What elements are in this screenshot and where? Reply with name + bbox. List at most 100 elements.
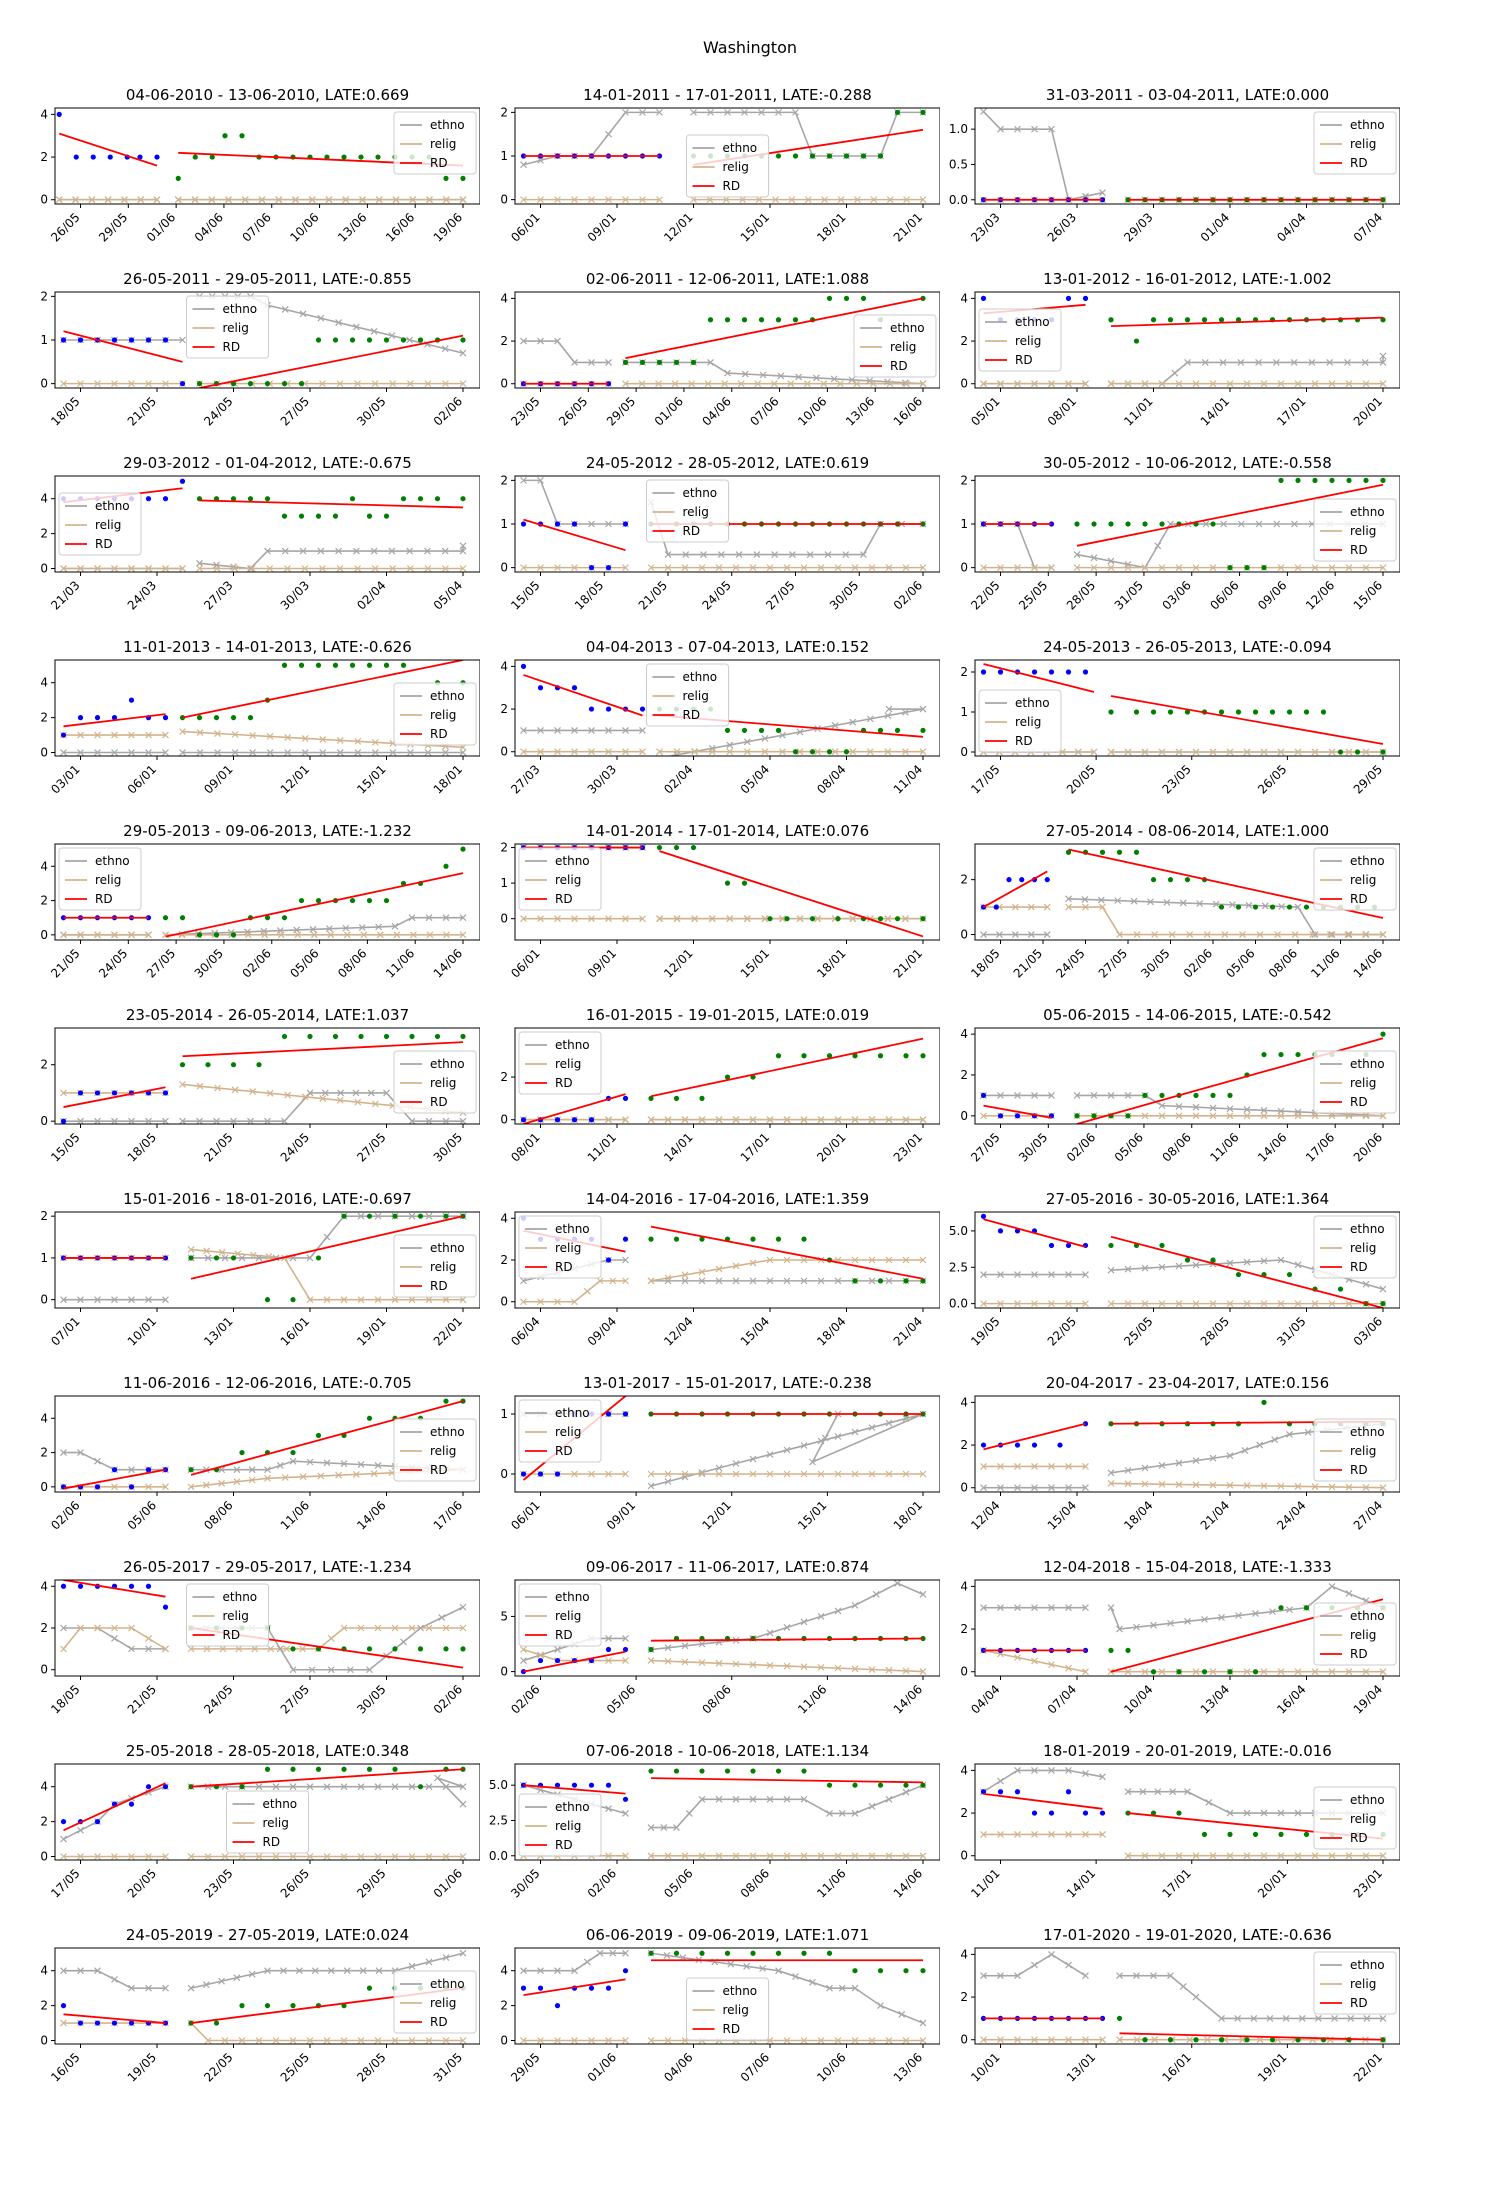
post-point [341, 1213, 347, 1219]
x-tick-label: 11/06 [278, 1498, 312, 1532]
relig-marker [866, 748, 874, 756]
ethno-marker [128, 1466, 135, 1474]
y-tick-label: 4 [960, 1027, 968, 1041]
relig-marker [442, 565, 449, 572]
post-point [1295, 1051, 1301, 1058]
ethno-marker [766, 1795, 774, 1803]
relig-marker [1345, 1300, 1353, 1308]
ethno-marker [1201, 358, 1209, 366]
relig-marker [783, 1256, 791, 1264]
rd-line [182, 1041, 464, 1058]
x-tick-label: 21/01 [891, 210, 925, 244]
relig-marker [537, 564, 544, 572]
y-tick-label: 0 [500, 377, 508, 391]
ethno-marker [1124, 1788, 1132, 1796]
legend-label-ethno: ethno [430, 1241, 465, 1255]
relig-marker [1277, 748, 1285, 756]
post-point [1133, 709, 1140, 715]
subplot-title: 30-05-2012 - 10-06-2012, LATE:-0.558 [1043, 454, 1332, 472]
relig-marker [902, 1116, 910, 1124]
x-tick-label: 29/05 [96, 210, 130, 244]
rd-line [63, 1782, 166, 1832]
subplot: 14-04-2016 - 17-04-2016, LATE:1.35902406… [500, 1190, 940, 1349]
post-point [1337, 1286, 1344, 1292]
relig-marker [1209, 1112, 1217, 1120]
relig-marker [1209, 1481, 1217, 1489]
post-point [699, 1095, 705, 1101]
ethno-marker [1361, 358, 1369, 366]
ethno-marker [326, 925, 333, 933]
relig-marker [1175, 380, 1183, 388]
post-point [392, 1766, 398, 1772]
relig-marker [997, 1462, 1004, 1470]
legend-label-relig: relig [1350, 1628, 1376, 1642]
pre-point [179, 478, 186, 484]
legend-label-ethno: ethno [555, 1800, 590, 1814]
y-tick-label: 4 [960, 1395, 968, 1409]
post-point [256, 1062, 262, 1068]
relig-marker [1175, 564, 1183, 572]
x-tick-label: 10/01 [968, 2050, 1002, 2084]
legend-label-rd: RD [430, 1279, 448, 1293]
ethno-marker [1192, 1457, 1200, 1465]
ethno-marker [588, 726, 595, 734]
ethno-marker [406, 749, 414, 756]
post-point [690, 844, 697, 851]
relig-marker [622, 380, 629, 388]
x-tick-label: 22/05 [968, 578, 1002, 612]
relig-marker [340, 1624, 348, 1632]
post-point [1108, 317, 1114, 323]
post-point [239, 1784, 245, 1790]
ethno-marker [352, 1089, 360, 1097]
relig-marker [1141, 1112, 1149, 1120]
ethno-marker [588, 520, 595, 528]
pre-point [1065, 669, 1072, 675]
y-tick-label: 0.0 [489, 1849, 508, 1863]
post-point [417, 1213, 424, 1219]
post-point [1363, 477, 1369, 483]
post-point [648, 1095, 654, 1101]
pre-point [111, 337, 118, 343]
relig-marker [902, 915, 909, 923]
relig-marker [459, 2037, 467, 2044]
axes-frame [974, 1027, 1400, 1125]
x-tick-label: 15/05 [48, 1130, 82, 1164]
ethno-marker [441, 547, 449, 555]
relig-marker [803, 380, 811, 388]
ethno-marker [571, 358, 578, 366]
relig-marker [605, 1657, 612, 1664]
relig-marker [1209, 564, 1217, 572]
relig-marker [1311, 1852, 1319, 1860]
ethno-marker [94, 749, 101, 756]
relig-marker [814, 915, 822, 923]
relig-marker [622, 1852, 629, 1860]
pre-point [980, 1442, 987, 1448]
relig-marker [520, 748, 527, 756]
x-tick-label: 10/01 [125, 1314, 159, 1348]
ethno-marker [537, 1967, 544, 1975]
y-tick-label: 0 [40, 562, 48, 576]
x-tick-label: 12/01 [661, 946, 695, 980]
relig-marker [284, 1091, 292, 1099]
ethno-marker [1014, 1604, 1021, 1612]
ethno-marker [639, 108, 646, 116]
ethno-marker [459, 1783, 467, 1791]
post-point [443, 1213, 449, 1219]
post-point [1227, 1669, 1233, 1675]
legend-box [393, 682, 477, 746]
post-point [1193, 1092, 1199, 1099]
relig-marker [1277, 1852, 1285, 1860]
y-tick-label: 0 [960, 1665, 968, 1679]
axes-frame [974, 291, 1400, 389]
ethno-marker [1237, 520, 1245, 528]
relig-marker [1116, 2036, 1123, 2044]
post-point [639, 359, 646, 365]
relig-marker [1260, 1482, 1268, 1490]
ethno-marker [340, 1460, 348, 1468]
relig-marker [1141, 1480, 1149, 1488]
post-point [1201, 317, 1208, 323]
post-point [264, 496, 271, 502]
relig-marker [622, 748, 629, 756]
pre-point [997, 1789, 1004, 1795]
